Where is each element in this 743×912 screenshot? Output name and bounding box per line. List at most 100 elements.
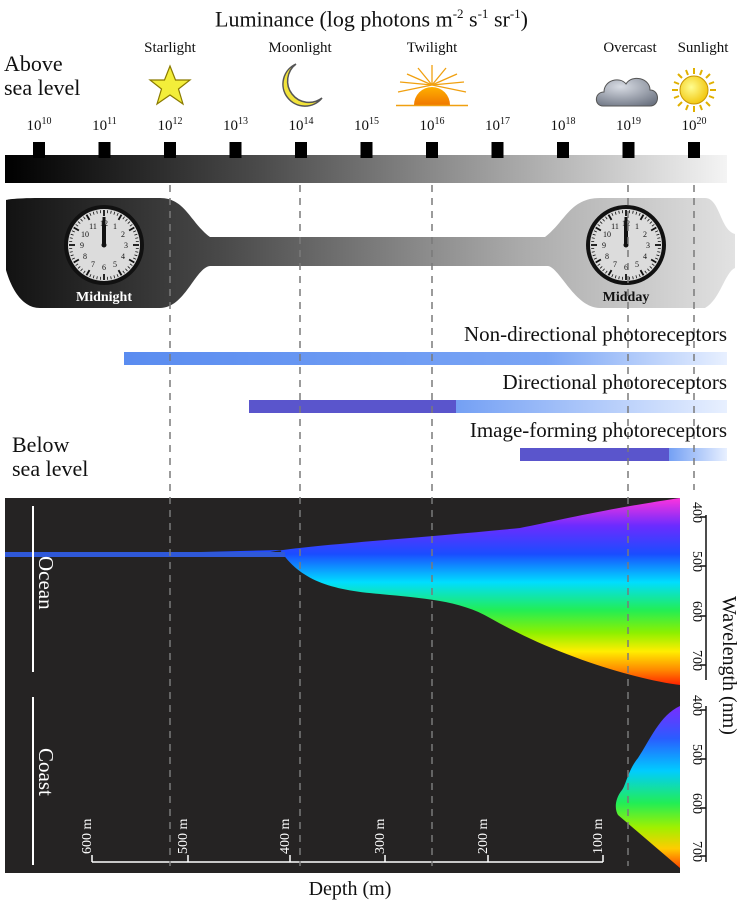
below-line-2: sea level (12, 456, 89, 481)
depth-tick-label: 200 m (476, 818, 491, 854)
source-label-sunlight: Sunlight (677, 40, 729, 56)
title-exp: -2 (452, 6, 464, 21)
sun-icon (672, 68, 716, 112)
sunset-icon (396, 65, 468, 107)
wavelength-tick-label: 700 (689, 841, 704, 862)
depth-tick-label: 600 m (80, 818, 95, 854)
luminance-tick-mark (426, 142, 438, 158)
luminance-tick-mark (229, 142, 242, 158)
title-text: Luminance (log photons m (215, 6, 453, 32)
above-sea-level-label: Above sea level (4, 52, 80, 100)
luminance-tick-label: 1018 (550, 116, 576, 134)
luminance-tick-label: 1020 (681, 116, 707, 134)
wavelength-axis-ocean (700, 515, 707, 680)
star-icon (148, 64, 192, 106)
luminance-gradient-bar (5, 155, 727, 183)
below-sea-level-label: Below sea level (12, 433, 88, 481)
svg-text:10: 10 (81, 230, 89, 239)
luminance-tick-mark (360, 142, 373, 158)
luminance-tick-mark (33, 142, 45, 158)
wavelength-tick-label: 500 (689, 744, 704, 765)
title-text: sr (488, 6, 510, 32)
image-forming-label: Image-forming photoreceptors (469, 418, 727, 442)
depth-axis-title: Depth (m) (308, 878, 392, 900)
svg-text:8: 8 (605, 252, 609, 261)
ocean-label: Ocean (34, 556, 58, 610)
ocean-blue-line (5, 552, 285, 557)
directional-bar-dark (249, 400, 456, 413)
svg-text:1: 1 (113, 222, 117, 231)
source-label-twilight: Twilight (406, 40, 458, 56)
day-night-band (6, 198, 735, 308)
depth-axis (91, 855, 604, 863)
luminance-tick-mark (98, 142, 111, 158)
coast-label: Coast (34, 748, 58, 796)
depth-tick-label: 500 m (176, 818, 191, 854)
depth-tick-label: 100 m (591, 818, 606, 854)
luminance-tick-label: 1019 (616, 116, 641, 134)
above-line-1: Above (4, 51, 63, 76)
wavelength-tick-label: 500 (689, 551, 704, 572)
below-line-1: Below (12, 432, 70, 457)
luminance-tick-label: 1016 (419, 116, 445, 134)
coast-spectrum (615, 706, 680, 868)
dashed-guides (169, 185, 695, 866)
svg-text:4: 4 (121, 252, 125, 261)
luminance-tick-label: 1012 (157, 116, 183, 134)
svg-text:2: 2 (121, 230, 125, 239)
midday-label: Midday (602, 290, 650, 305)
image-forming-bar-dark (520, 448, 669, 461)
source-label-moonlight: Moonlight (268, 40, 332, 56)
source-label-starlight: Starlight (144, 40, 196, 56)
ocean-spectrum (5, 498, 680, 685)
image-forming-bar-light (669, 448, 727, 461)
diagram-title: Luminance (log photons m-2 s-1 sr-1) (0, 6, 743, 32)
cloud-icon (595, 77, 658, 107)
svg-text:7: 7 (91, 260, 95, 269)
luminance-ticks (33, 142, 700, 158)
title-exp: -1 (477, 6, 489, 21)
svg-text:8: 8 (83, 252, 87, 261)
above-line-2: sea level (4, 75, 81, 100)
luminance-tick-mark (688, 142, 700, 158)
svg-text:9: 9 (602, 241, 606, 250)
svg-text:9: 9 (80, 241, 84, 250)
depth-tick-label: 300 m (373, 818, 388, 854)
wavelength-axis-title: Wavelength (nm) (718, 596, 740, 735)
depth-tick-label: 400 m (278, 818, 293, 854)
svg-text:2: 2 (643, 230, 647, 239)
directional-bar-light (456, 400, 727, 413)
wavelength-tick-label: 400 (689, 502, 704, 523)
svg-text:6: 6 (624, 263, 628, 272)
luminance-tick-label: 1010 (26, 116, 52, 134)
luminance-tick-label: 1017 (485, 116, 510, 134)
luminance-tick-mark (557, 142, 569, 158)
non-directional-label: Non-directional photoreceptors (464, 322, 727, 346)
svg-text:6: 6 (102, 263, 106, 272)
luminance-tick-label: 1015 (354, 116, 379, 134)
svg-text:5: 5 (113, 260, 117, 269)
svg-text:11: 11 (89, 222, 97, 231)
luminance-tick-mark (622, 142, 635, 158)
wavelength-tick-label: 600 (689, 793, 704, 814)
svg-text:11: 11 (611, 222, 619, 231)
title-text: s (463, 6, 478, 32)
wavelength-tick-label: 600 (689, 601, 704, 622)
luminance-tick-label: 1013 (223, 116, 248, 134)
svg-text:4: 4 (643, 252, 647, 261)
non-directional-bar (124, 352, 727, 365)
svg-text:5: 5 (635, 260, 639, 269)
luminance-tick-mark (295, 142, 307, 158)
wavelength-tick-label: 400 (689, 695, 704, 716)
svg-text:3: 3 (646, 241, 650, 250)
directional-label: Directional photoreceptors (502, 370, 728, 394)
luminance-tick-mark (164, 142, 176, 158)
svg-text:3: 3 (124, 241, 128, 250)
midnight-label: Midnight (75, 290, 132, 305)
title-exp: -1 (509, 6, 521, 21)
luminance-tick-mark (491, 142, 504, 158)
